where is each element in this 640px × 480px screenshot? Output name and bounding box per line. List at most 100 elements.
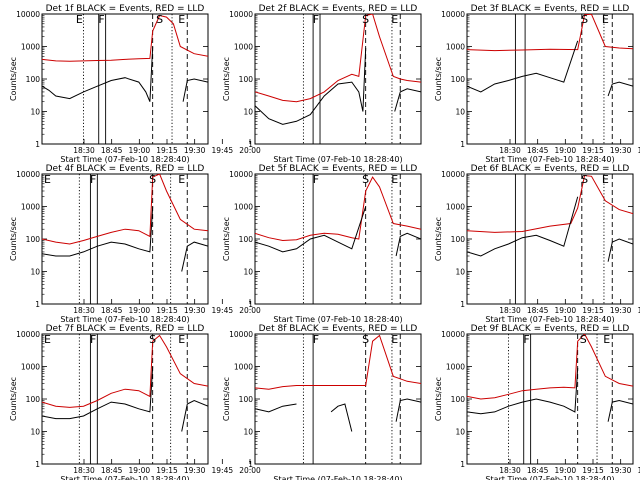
event-marker-label: E [391,13,398,26]
x-axis-label: Start Time (07-Feb-10 18:28:40) [485,475,614,480]
x-tick-label: 19:30 [184,306,206,315]
chart-title: Det 2f BLACK = Events, RED = LLD [259,4,418,14]
x-tick-label: 19:45 [638,146,640,155]
detector-panel: Det 7f BLACK = Events, RED = LLD 1 10 100 10… [9,324,261,480]
events-series-line [255,206,367,253]
x-tick-label: 19:45 [212,466,234,475]
y-tick-label: 10 [30,268,40,277]
y-axis-label: Counts/sec [9,57,18,101]
events-series-line [182,78,208,102]
detector-panel: Det 9f BLACK = Events, RED = LLD 1 10 100 10… [434,324,634,480]
y-tick-label: 1000 [21,203,40,212]
y-tick-label: 1000 [21,363,40,372]
x-axis-label: Start Time (07-Feb-10 18:28:40) [273,315,402,324]
y-tick-label: 100 [451,235,466,244]
detector-panel: Det 2f BLACK = Events, RED = LLD 1 10 100 10… [222,4,640,164]
events-series-line [395,398,421,422]
event-marker-label: E [391,333,398,346]
event-marker-label: E [178,13,185,26]
plot-frame [41,333,209,465]
y-tick-label: 100 [26,75,41,84]
x-tick-label: 18:45 [101,146,123,155]
y-tick-label: 10000 [16,330,40,339]
x-tick-label: 18:30 [499,466,521,475]
events-series-line [607,238,633,262]
event-marker-label: E [76,13,83,26]
event-marker-label: S [581,173,588,186]
x-tick-label: 19:30 [610,306,632,315]
y-tick-label: 10 [30,428,40,437]
y-tick-label: 1000 [234,203,253,212]
chart-title: Det 9f BLACK = Events, RED = LLD [471,324,630,334]
y-axis-label: Counts/sec [222,57,231,101]
lld-series-line [255,334,421,390]
event-marker-label: F [98,13,104,26]
y-tick-label: 1 [248,140,253,149]
lld-series-line [255,14,421,103]
x-tick-label: 19:15 [156,466,178,475]
x-tick-label: 18:30 [73,466,95,475]
x-axis-label: Start Time (07-Feb-10 18:28:40) [273,155,402,164]
y-axis-label: Counts/sec [222,377,231,421]
events-series-line [181,241,208,272]
x-tick-label: 18:45 [101,306,123,315]
x-axis-label: Start Time (07-Feb-10 18:28:40) [60,315,189,324]
x-tick-label: 19:00 [555,306,577,315]
events-series-line [467,367,579,415]
y-tick-label: 1 [248,300,253,309]
y-tick-label: 1 [35,300,40,309]
x-tick-label: 18:45 [527,306,549,315]
x-tick-label: 20:00 [239,466,261,475]
x-tick-label: 19:45 [638,306,640,315]
y-axis-label: Counts/sec [9,377,18,421]
events-series-line [467,196,579,257]
event-marker-label: S [149,173,156,186]
y-tick-label: 1 [248,460,253,469]
event-marker-label: S [362,173,369,186]
y-tick-label: 100 [451,395,466,404]
event-marker-label: S [580,333,587,346]
x-tick-label: 19:00 [555,466,577,475]
x-tick-label: 18:30 [499,146,521,155]
y-tick-label: 100 [26,395,41,404]
x-tick-label: 18:45 [527,146,549,155]
x-tick-label: 19:00 [129,466,151,475]
plot-frame [41,173,209,305]
lld-series-line [42,334,208,408]
plot-frame [466,173,634,305]
chart-title: Det 6f BLACK = Events, RED = LLD [471,164,630,174]
events-series-line [467,40,579,93]
y-tick-label: 10000 [229,330,253,339]
y-axis-label: Counts/sec [222,217,231,261]
y-tick-label: 1000 [234,363,253,372]
plot-frame [466,333,634,465]
events-series-line [255,47,367,125]
chart-title: Det 4f BLACK = Events, RED = LLD [46,164,205,174]
x-tick-label: 19:15 [582,466,604,475]
x-tick-label: 19:00 [555,146,577,155]
lld-series-line [467,334,633,400]
x-axis-label: Start Time (07-Feb-10 18:28:40) [60,475,189,480]
event-marker-label: F [313,333,319,346]
event-marker-label: S [149,333,156,346]
y-tick-label: 10 [243,108,253,117]
x-tick-label: 18:30 [499,306,521,315]
chart-title: Det 1f BLACK = Events, RED = LLD [46,4,205,14]
y-tick-label: 1 [460,460,465,469]
plot-frame [254,173,422,305]
detector-panel: Det 3f BLACK = Events, RED = LLD 1 10 100 10… [434,4,634,164]
event-marker-label: E [44,333,51,346]
x-tick-label: 18:45 [101,466,123,475]
y-tick-label: 10 [243,268,253,277]
y-tick-label: 10 [455,428,465,437]
chart-title: Det 5f BLACK = Events, RED = LLD [259,164,418,174]
chart-title: Det 3f BLACK = Events, RED = LLD [471,4,630,14]
event-marker-label: F [523,333,529,346]
y-tick-label: 100 [239,235,254,244]
x-tick-label: 19:00 [129,146,151,155]
x-axis-label: Start Time (07-Feb-10 18:28:40) [60,155,189,164]
detector-panel: Det 4f BLACK = Events, RED = LLD 1 10 100 10… [9,164,261,324]
event-marker-label: E [178,173,185,186]
events-series-line [330,403,353,432]
